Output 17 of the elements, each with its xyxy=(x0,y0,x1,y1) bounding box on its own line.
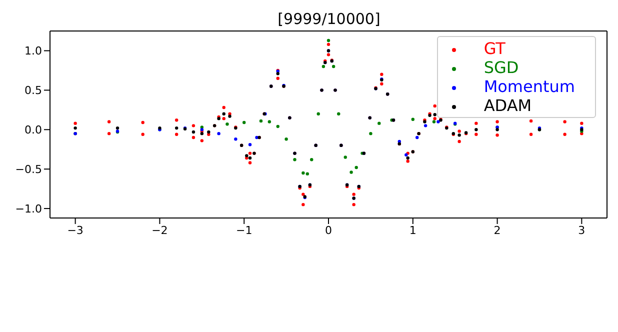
x-tick-label: 0 xyxy=(325,224,332,237)
y-tick-label: −1.0 xyxy=(15,202,42,216)
legend-label: SGD xyxy=(484,58,519,77)
x-tick-label: 1 xyxy=(409,224,416,237)
chart-title: [9999/10000] xyxy=(276,9,382,30)
y-tick-label: −0.5 xyxy=(15,162,42,176)
x-tick-label: −1 xyxy=(236,224,252,237)
legend-label: Momentum xyxy=(484,77,575,96)
legend-label: GT xyxy=(484,39,506,58)
y-tick-label: 0.0 xyxy=(24,124,42,137)
y-tick-label: 0.5 xyxy=(24,84,42,98)
x-tick-label: 3 xyxy=(578,224,586,237)
y-tick-label: 1.0 xyxy=(24,44,42,58)
legend-label: ADAM xyxy=(484,96,532,115)
x-tick-label: 2 xyxy=(494,224,501,237)
x-tick-label: −3 xyxy=(67,224,84,237)
x-tick-label: −2 xyxy=(152,224,168,237)
